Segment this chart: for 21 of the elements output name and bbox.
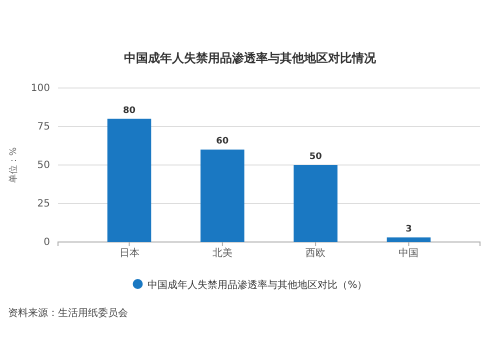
chart-title: 中国成年人失禁用品渗透率与其他地区对比情况 <box>124 51 377 65</box>
y-tick-label: 100 <box>30 83 50 94</box>
y-tick-label: 25 <box>37 198 50 210</box>
data-label: 50 <box>309 152 322 162</box>
data-label: 80 <box>123 106 136 116</box>
bar <box>107 118 152 242</box>
x-tick-label: 西欧 <box>306 248 326 260</box>
y-tick-label: 50 <box>37 160 50 172</box>
data-label: 60 <box>216 136 229 147</box>
x-tick-label: 日本 <box>119 247 140 260</box>
x-tick-label: 北美 <box>212 247 232 260</box>
y-tick-label: 75 <box>37 122 50 133</box>
text: 资料来源：生活用纸委员会 <box>8 307 128 319</box>
y-axis-title: 单位：% <box>8 146 19 183</box>
legend-label: 中国成年人失禁用品渗透率与其他地区对比（%） <box>148 279 368 291</box>
y-tick-label: 0 <box>44 237 50 248</box>
bar <box>294 165 338 242</box>
bar <box>200 150 244 242</box>
bar <box>386 237 431 242</box>
x-tick-label: 中国 <box>398 247 419 260</box>
data-label: 3 <box>406 224 412 234</box>
